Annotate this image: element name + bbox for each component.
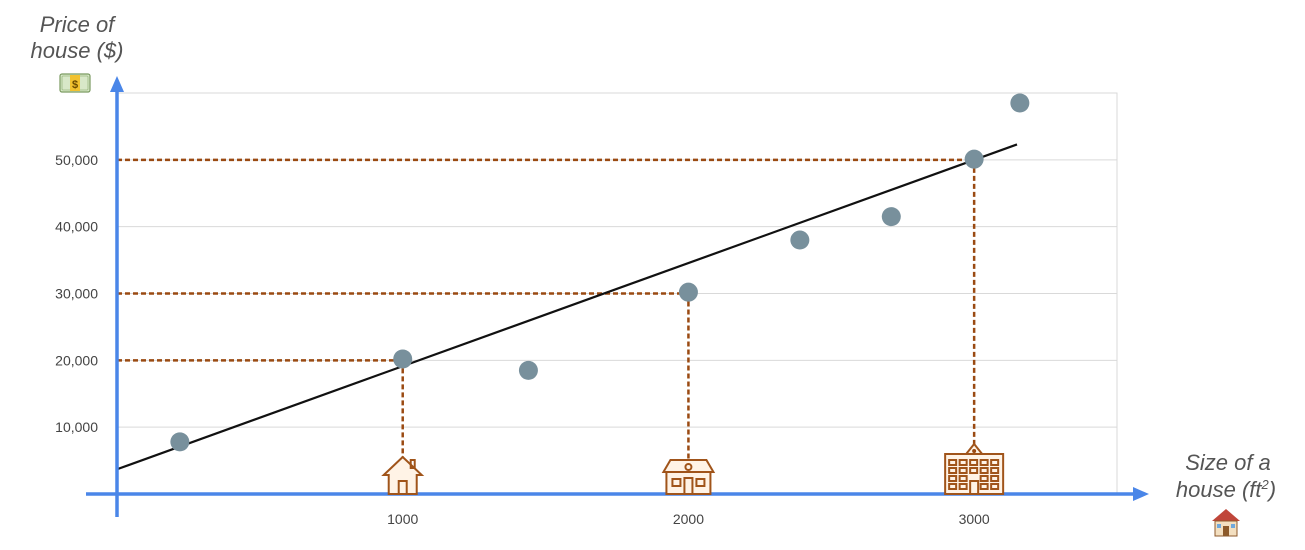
data-point [170,432,190,452]
building-window [979,459,989,466]
building-window [990,475,1000,482]
building-window [979,483,989,490]
house-icon [1212,509,1240,537]
svg-text:$: $ [72,79,78,91]
x-axis-arrowhead [1133,487,1149,501]
building-window [979,475,989,482]
x-tick-labels: 1000 2000 3000 [387,511,990,527]
large-building-icon [944,442,1005,495]
house-chimney [409,459,416,469]
building-window [990,483,1000,490]
building-window [979,467,989,474]
data-point [881,207,901,227]
building-window [969,459,979,466]
x-axis-title-sup: 2 [1261,477,1270,492]
building-window [948,483,958,490]
x-tick-label: 1000 [387,511,418,527]
guide-layer [117,158,976,494]
house-window [671,478,682,487]
building-window [958,483,968,490]
data-point [1010,93,1030,113]
house-door [397,480,408,495]
medium-house-icon [661,459,716,495]
building-window [969,467,979,474]
house-window [695,478,706,487]
data-point [790,230,810,250]
building-window [948,459,958,466]
y-tick-label: 20,000 [55,352,98,368]
building-window [948,467,958,474]
data-point [393,349,413,369]
y-tick-label: 10,000 [55,419,98,435]
building-window [948,475,958,482]
money-icon: $ [59,73,91,93]
data-points [170,93,1030,452]
trend-line [116,143,1018,471]
building-window [958,459,968,466]
building-window [958,467,968,474]
x-axis-title-line1: Size of a [1185,450,1271,475]
data-point [964,149,984,169]
x-axis-title-line2: house (ft2) [1176,477,1276,502]
house-outline [381,455,425,495]
building-door [969,480,980,495]
y-tick-labels: 10,000 20,000 30,000 40,000 50,000 [55,152,98,435]
y-tick-label: 40,000 [55,219,98,235]
small-house-icon [381,455,425,495]
x-axis-title-main: house (ft [1176,477,1262,502]
y-axis-arrowhead [110,76,124,92]
building-window [958,475,968,482]
house-roof [661,459,716,473]
y-axis-title-line2: house ($) [31,38,124,63]
y-axis-title-line1: Price of [40,12,117,37]
data-point [678,282,698,302]
house-emblem [684,463,693,471]
building-window [990,459,1000,466]
data-point [518,360,538,380]
building-emblem [972,449,977,453]
house-door [683,477,694,495]
y-tick-label: 50,000 [55,152,98,168]
y-tick-label: 30,000 [55,286,98,302]
x-axis-title-end: ) [1266,477,1276,502]
x-tick-label: 2000 [673,511,704,527]
house-icons [381,442,1005,495]
axes [86,76,1149,517]
building-window [990,467,1000,474]
x-tick-label: 3000 [959,511,990,527]
